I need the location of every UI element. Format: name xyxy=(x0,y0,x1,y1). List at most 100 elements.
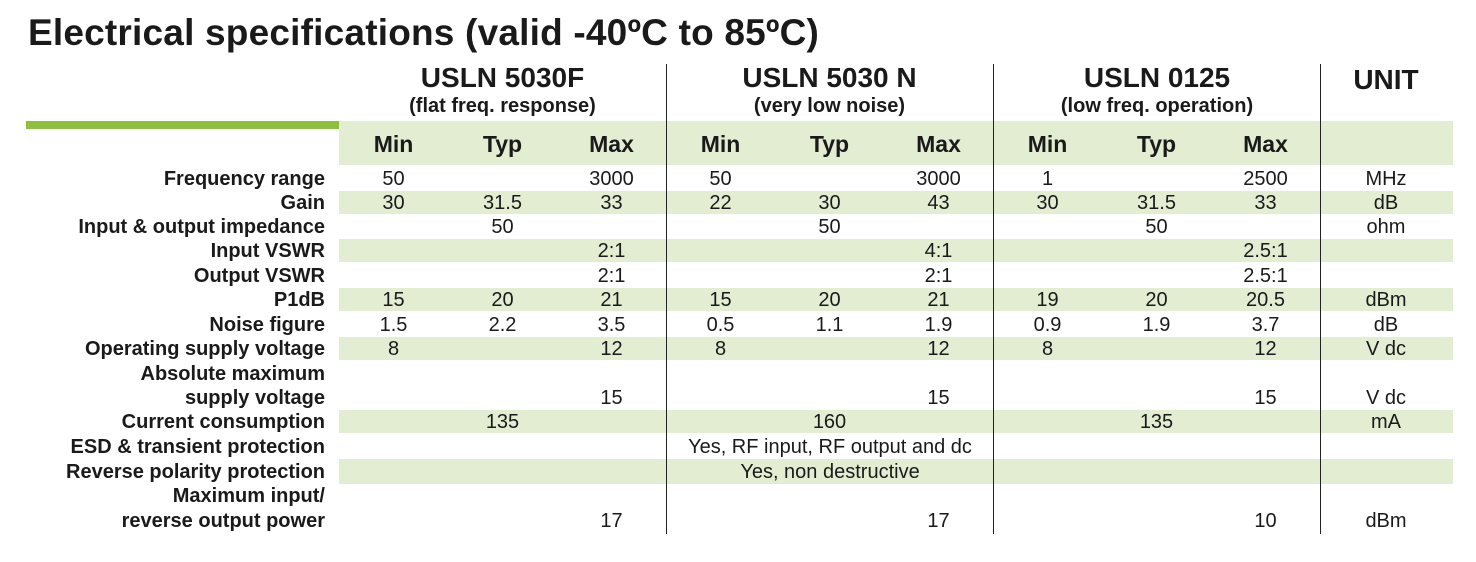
table-cell: 50 xyxy=(818,216,841,238)
table-cell: 31.5 xyxy=(483,192,522,214)
product-name: USLN 5030F xyxy=(420,62,585,93)
row-label: Reverse polarity protection xyxy=(66,461,325,483)
table-cell: 31.5 xyxy=(1137,192,1176,214)
table-cell: 15 xyxy=(382,289,405,311)
product-subtitle: (low freq. operation) xyxy=(1060,95,1254,117)
table-cell: 1.5 xyxy=(379,314,408,336)
table-cell: 15 xyxy=(1254,387,1277,409)
table-cell: 2:1 xyxy=(924,265,953,287)
col-header-max: Max xyxy=(589,131,634,157)
table-cell: 50 xyxy=(491,216,514,238)
col-header-max: Max xyxy=(916,131,961,157)
table-cell: 20 xyxy=(491,289,514,311)
row-label: Frequency range xyxy=(163,168,325,190)
column-divider xyxy=(993,64,994,534)
table-cell: 3.5 xyxy=(597,314,626,336)
row-label: Gain xyxy=(280,192,325,214)
product-subtitle: (very low noise) xyxy=(753,95,906,117)
product-name: USLN 5030 N xyxy=(742,62,917,93)
col-header-typ: Typ xyxy=(809,131,850,157)
col-header-max: Max xyxy=(1243,131,1288,157)
row-label: Output VSWR xyxy=(193,265,325,287)
table-cell: 8 xyxy=(387,338,400,360)
product-header-usln-5030f: USLN 5030F (flat freq. response) xyxy=(339,62,666,118)
unit-cell: V dc xyxy=(1365,387,1407,409)
table-cell: 135 xyxy=(1139,411,1174,433)
table-cell: 50 xyxy=(709,168,732,190)
table-cell: 1.9 xyxy=(1142,314,1171,336)
table-cell: 33 xyxy=(1254,192,1277,214)
table-cell: 20 xyxy=(1145,289,1168,311)
row-band-operating-voltage xyxy=(339,337,1453,360)
unit-cell: dB xyxy=(1373,192,1399,214)
table-cell: 1 xyxy=(1041,168,1054,190)
table-cell: 1.9 xyxy=(924,314,953,336)
column-divider xyxy=(666,64,667,534)
table-cell: 30 xyxy=(1036,192,1059,214)
table-cell: 4:1 xyxy=(924,240,953,262)
row-band-input-vswr xyxy=(339,239,1453,262)
table-cell: 0.9 xyxy=(1033,314,1062,336)
table-cell: 15 xyxy=(709,289,732,311)
col-header-typ: Typ xyxy=(482,131,523,157)
table-cell: 30 xyxy=(382,192,405,214)
row-label: Operating supply voltage xyxy=(84,338,325,360)
product-subtitle: (flat freq. response) xyxy=(409,95,596,117)
col-header-min: Min xyxy=(373,131,414,157)
row-label: Current consumption xyxy=(121,411,325,433)
table-cell: 30 xyxy=(818,192,841,214)
row-label: Maximum input/ xyxy=(172,485,325,507)
unit-cell: dBm xyxy=(1365,510,1407,532)
row-label: Input & output impedance xyxy=(78,216,325,238)
row-band-p1db xyxy=(339,288,1453,311)
unit-cell: V dc xyxy=(1365,338,1407,360)
unit-cell: ohm xyxy=(1366,216,1406,238)
table-cell: 160 xyxy=(812,411,847,433)
table-cell: 19 xyxy=(1036,289,1059,311)
table-cell: 17 xyxy=(927,510,950,532)
row-label: Noise figure xyxy=(209,314,325,336)
product-header-usln-5030n: USLN 5030 N (very low noise) xyxy=(666,62,993,118)
table-cell: 3000 xyxy=(589,168,634,190)
table-cell: 3000 xyxy=(916,168,961,190)
row-label: Input VSWR xyxy=(210,240,325,262)
unit-cell: dB xyxy=(1373,314,1399,336)
col-header-min: Min xyxy=(700,131,741,157)
table-cell: 12 xyxy=(1254,338,1277,360)
row-band-current xyxy=(339,410,1453,433)
table-cell: 12 xyxy=(927,338,950,360)
row-label: ESD & transient protection xyxy=(70,436,325,458)
table-cell: 3.7 xyxy=(1251,314,1280,336)
accent-bar xyxy=(26,121,339,129)
column-divider xyxy=(1320,64,1321,534)
header-band xyxy=(339,121,1453,165)
table-cell: 2.2 xyxy=(488,314,517,336)
unit-cell: dBm xyxy=(1365,289,1407,311)
table-cell: 22 xyxy=(709,192,732,214)
table-cell: 20 xyxy=(818,289,841,311)
table-cell: 12 xyxy=(600,338,623,360)
row-band-gain xyxy=(339,191,1453,214)
table-cell: 33 xyxy=(600,192,623,214)
table-cell: 2:1 xyxy=(597,240,626,262)
row-label: P1dB xyxy=(273,289,325,311)
table-cell: 10 xyxy=(1254,510,1277,532)
unit-cell: mA xyxy=(1371,411,1401,433)
unit-cell: MHz xyxy=(1365,168,1407,190)
col-header-typ: Typ xyxy=(1136,131,1177,157)
table-cell: 15 xyxy=(600,387,623,409)
row-band-reverse-polarity xyxy=(339,459,1453,484)
table-cell: 8 xyxy=(1041,338,1054,360)
table-cell: 15 xyxy=(927,387,950,409)
table-cell: 135 xyxy=(485,411,520,433)
table-cell: 2.5:1 xyxy=(1243,265,1288,287)
table-cell: 20.5 xyxy=(1246,289,1285,311)
table-cell: 50 xyxy=(382,168,405,190)
row-label: Absolute maximum xyxy=(140,363,325,385)
table-cell: 43 xyxy=(927,192,950,214)
product-header-usln-0125: USLN 0125 (low freq. operation) xyxy=(993,62,1321,118)
product-name: USLN 0125 xyxy=(1083,62,1231,93)
col-header-min: Min xyxy=(1027,131,1068,157)
page-title: Electrical specifications (valid -40ºC t… xyxy=(28,12,820,53)
row-label: reverse output power xyxy=(121,510,325,532)
